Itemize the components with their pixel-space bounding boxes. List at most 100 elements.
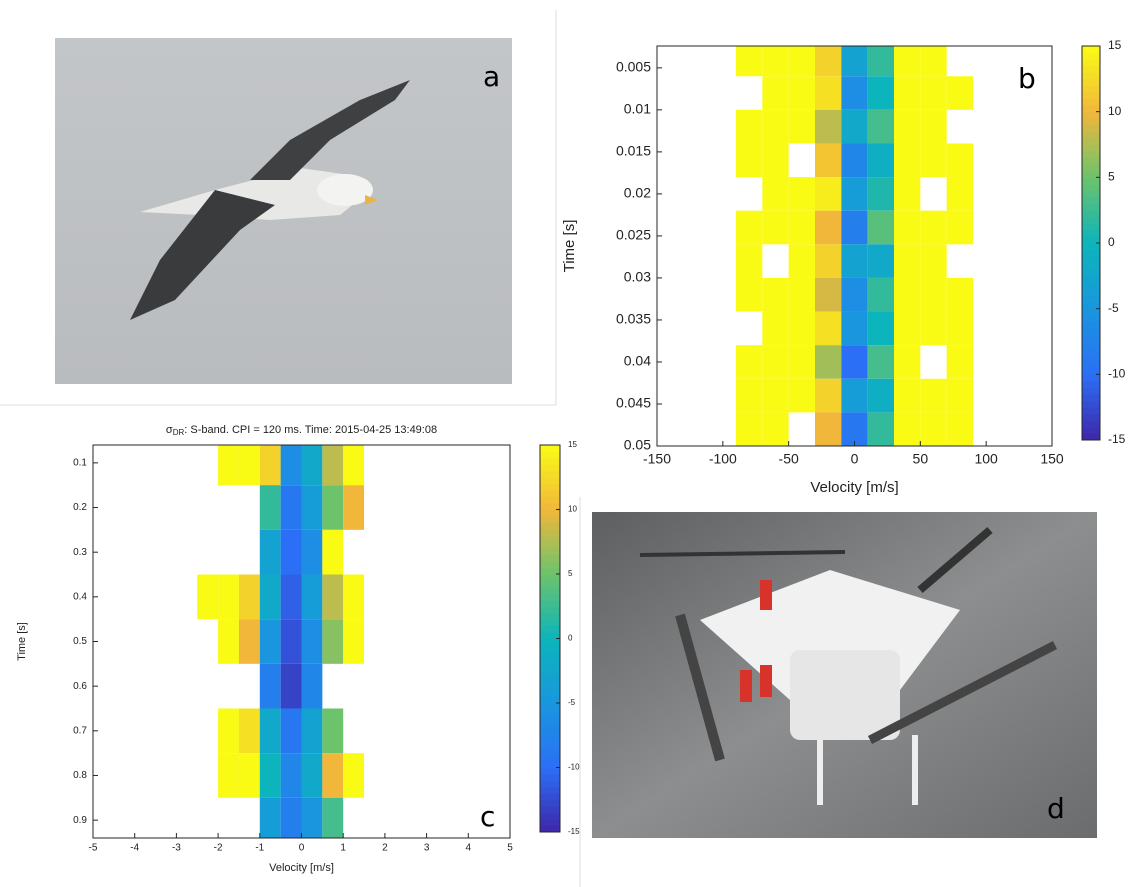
colorbar-swatch (1082, 223, 1100, 230)
colorbar-swatch (540, 639, 560, 646)
colorbar-swatch (540, 587, 560, 594)
heatmap-cell (868, 110, 894, 144)
colorbar-swatch (1082, 79, 1100, 86)
heatmap-cell (762, 412, 788, 446)
heatmap-cell (736, 110, 762, 144)
colorbar-swatch (1082, 118, 1100, 125)
heatmap-cell (239, 441, 260, 486)
heatmap-cell (736, 211, 762, 245)
colorbar-swatch (1082, 381, 1100, 388)
heatmap-cell (260, 708, 281, 753)
heatmap-cell (302, 485, 323, 530)
x-tick-label: -2 (214, 843, 223, 854)
heatmap-cell (736, 345, 762, 379)
x-tick-label: -50 (779, 451, 799, 467)
colorbar-swatch (540, 742, 560, 749)
heatmap-cell (815, 76, 841, 110)
heatmap-cell (281, 619, 302, 664)
y-axis-label: Time [s] (16, 622, 28, 661)
colorbar-swatch (540, 658, 560, 665)
heatmap-cell (762, 379, 788, 413)
heatmap-cell (841, 76, 867, 110)
heatmap-cell (281, 708, 302, 753)
colorbar-swatch (540, 445, 560, 452)
colorbar-tick-label: -5 (1108, 301, 1119, 315)
heatmap-cell (841, 143, 867, 177)
heatmap (736, 43, 973, 446)
heatmap-cell (841, 379, 867, 413)
colorbar-swatch (540, 516, 560, 523)
colorbar-swatch (1082, 197, 1100, 204)
heatmap-cell (218, 753, 239, 798)
colorbar-swatch (540, 813, 560, 820)
colorbar-swatch (540, 535, 560, 542)
colorbar-tick-label: 5 (568, 569, 573, 578)
heatmap-cell (322, 575, 343, 620)
heatmap-cell (736, 143, 762, 177)
heatmap-cell (815, 211, 841, 245)
colorbar-swatch (540, 561, 560, 568)
colorbar-swatch (1082, 401, 1100, 408)
colorbar-swatch (1082, 433, 1100, 440)
heatmap-cell (868, 312, 894, 346)
heatmap-cell (736, 412, 762, 446)
heatmap-cell (343, 485, 364, 530)
y-tick-label: 0.6 (73, 681, 87, 692)
heatmap-cell (841, 211, 867, 245)
panel-label: d (1047, 792, 1065, 825)
colorbar-swatch (1082, 328, 1100, 335)
heatmap-cell (789, 76, 815, 110)
heatmap-cell (894, 412, 920, 446)
heatmap-cell (736, 278, 762, 312)
colorbar-swatch (1082, 131, 1100, 138)
heatmap-cell (868, 278, 894, 312)
colorbar-swatch (1082, 46, 1100, 53)
heatmap-cell (894, 345, 920, 379)
colorbar-swatch (1082, 243, 1100, 250)
colorbar-swatch (540, 451, 560, 458)
y-tick-label: 0.025 (616, 227, 651, 243)
heatmap-cell (302, 441, 323, 486)
heatmap-cell (789, 345, 815, 379)
colorbar-swatch (540, 484, 560, 491)
y-tick-label: 0.5 (73, 636, 87, 647)
x-tick-label: -5 (89, 843, 98, 854)
colorbar-swatch (540, 490, 560, 497)
heatmap-cell (736, 379, 762, 413)
photo-drone (592, 512, 1097, 838)
colorbar-swatch (540, 722, 560, 729)
heatmap-cell (815, 312, 841, 346)
heatmap-cell (920, 110, 946, 144)
heatmap-cell (260, 664, 281, 709)
heatmap-cell (218, 619, 239, 664)
y-tick-label: 0.035 (616, 311, 651, 327)
heatmap-cell (302, 664, 323, 709)
heatmap-cell (894, 379, 920, 413)
heatmap-cell (920, 43, 946, 77)
heatmap-cell (281, 798, 302, 843)
photo-gull (55, 38, 512, 384)
heatmap-cell (322, 708, 343, 753)
heatmap-cell (841, 43, 867, 77)
heatmap-cell (762, 76, 788, 110)
y-tick-label: 0.1 (73, 458, 87, 469)
colorbar-swatch (540, 690, 560, 697)
y-tick-label: 0.8 (73, 770, 87, 781)
heatmap-cell (281, 664, 302, 709)
heatmap-cell (260, 485, 281, 530)
colorbar-swatch (1082, 171, 1100, 178)
colorbar-swatch (1082, 250, 1100, 257)
colorbar-swatch (1082, 315, 1100, 322)
colorbar-swatch (1082, 322, 1100, 329)
colorbar-swatch (1082, 335, 1100, 342)
colorbar-swatch (1082, 276, 1100, 283)
colorbar-swatch (540, 542, 560, 549)
colorbar-swatch (540, 716, 560, 723)
colorbar-swatch (1082, 407, 1100, 414)
colorbar-swatch (540, 548, 560, 555)
heatmap-cell (789, 211, 815, 245)
colorbar-swatch (540, 497, 560, 504)
x-tick-label: 1 (340, 843, 346, 854)
colorbar-swatch (540, 626, 560, 633)
colorbar-swatch (1082, 309, 1100, 316)
